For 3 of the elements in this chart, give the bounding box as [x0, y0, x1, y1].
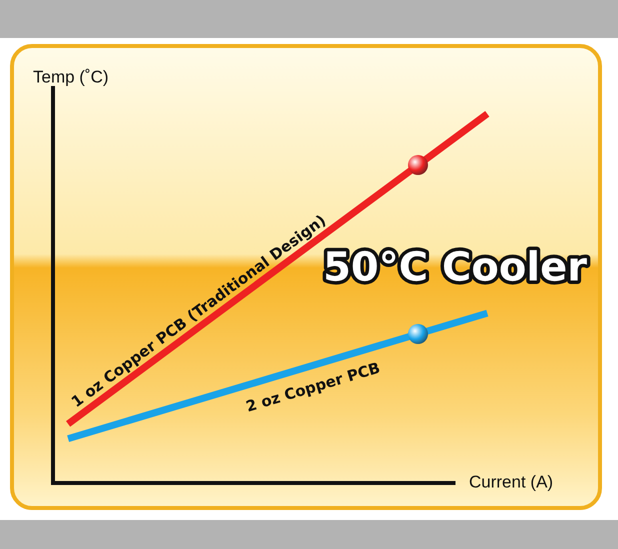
- text: 2 oz Copper PCB: [244, 358, 382, 416]
- y-axis-title: Temp (˚C): [33, 68, 109, 87]
- x-axis-title: Current (A): [469, 472, 554, 492]
